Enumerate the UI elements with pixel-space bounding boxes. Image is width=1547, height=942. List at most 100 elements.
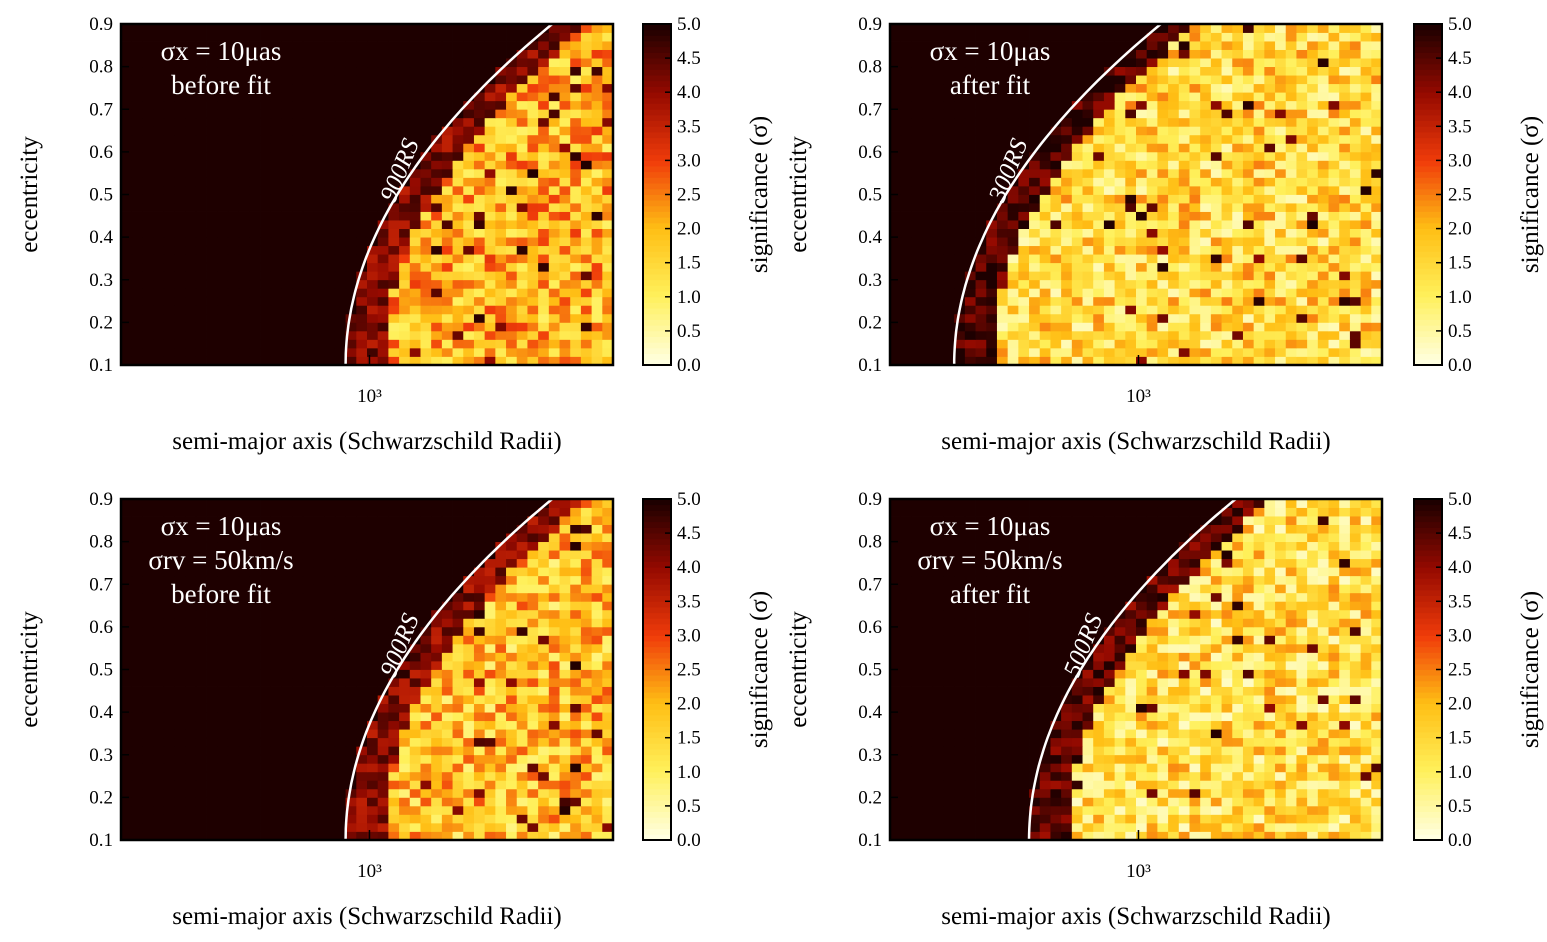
heatmap-cell — [292, 339, 304, 349]
heatmap-cell — [302, 643, 314, 653]
heatmap-cell — [131, 254, 143, 264]
heatmap-cell — [1349, 220, 1362, 229]
heatmap-cell — [1307, 24, 1319, 33]
heatmap-cell — [473, 279, 486, 289]
heatmap-cell — [1114, 305, 1126, 315]
heatmap-cell — [527, 347, 539, 357]
heatmap-cell — [185, 780, 197, 790]
heatmap-cell — [195, 831, 207, 841]
heatmap-cell — [388, 797, 400, 807]
heatmap-cell — [1136, 24, 1148, 33]
heatmap-cell — [1178, 228, 1190, 238]
heatmap-cell — [473, 296, 486, 306]
heatmap-cell — [548, 194, 560, 204]
heatmap-cell — [206, 771, 218, 781]
heatmap-cell — [217, 660, 229, 670]
heatmap-cell — [452, 83, 464, 93]
heatmap-cell — [986, 356, 998, 366]
heatmap-cell — [473, 635, 486, 645]
heatmap-cell — [516, 712, 528, 722]
heatmap-cell — [954, 339, 966, 349]
heatmap-cell — [890, 237, 902, 247]
heatmap-cell — [1039, 143, 1051, 153]
heatmap-cell — [1296, 194, 1308, 204]
heatmap-cell — [1146, 75, 1158, 85]
heatmap-cell — [185, 143, 197, 153]
heatmap-cell — [302, 271, 314, 281]
heatmap-cell — [153, 279, 165, 289]
heatmap-cell — [495, 720, 507, 730]
heatmap-cell — [420, 92, 432, 102]
heatmap-cell — [463, 271, 475, 281]
heatmap-cell — [1071, 220, 1083, 229]
heatmap-cell — [238, 729, 250, 739]
heatmap-cell — [570, 652, 582, 662]
heatmap-cell — [281, 313, 293, 323]
heatmap-cell — [121, 279, 133, 289]
heatmap-cell — [473, 24, 486, 33]
heatmap-cell — [1210, 356, 1222, 366]
heatmap-cell — [580, 746, 593, 756]
heatmap-cell — [580, 211, 593, 221]
heatmap-cell — [142, 271, 154, 281]
heatmap-cell — [1264, 245, 1276, 255]
heatmap-cell — [1264, 339, 1276, 349]
heatmap-cell — [388, 58, 400, 68]
heatmap-cell — [1007, 322, 1019, 332]
heatmap-cell — [1061, 262, 1073, 272]
heatmap-cell — [324, 660, 336, 670]
heatmap-cell — [1349, 262, 1362, 272]
heatmap-cell — [420, 151, 432, 161]
heatmap-cell — [911, 24, 923, 33]
heatmap-cell — [206, 151, 218, 161]
heatmap-cell — [516, 134, 528, 144]
heatmap-cell — [324, 254, 336, 264]
heatmap-cell — [163, 288, 175, 298]
heatmap-cell — [1007, 228, 1019, 238]
heatmap-cell — [1210, 228, 1222, 238]
heatmap-cell — [1371, 305, 1383, 315]
heatmap-cell — [591, 313, 603, 323]
heatmap-cell — [1264, 83, 1276, 93]
heatmap-cell — [1157, 66, 1169, 76]
heatmap-cell — [409, 211, 421, 221]
heatmap-cell — [506, 228, 518, 238]
heatmap-cell — [591, 151, 603, 161]
heatmap-cell — [527, 737, 539, 747]
heatmap-cell — [260, 305, 272, 315]
heatmap-cell — [420, 805, 432, 815]
heatmap-cell — [1007, 211, 1019, 221]
heatmap-cell — [1371, 92, 1383, 102]
heatmap-cell — [249, 58, 261, 68]
heatmap-cell — [249, 686, 261, 696]
heatmap-cell — [900, 220, 912, 229]
heatmap-cell — [975, 100, 987, 110]
colorbar-segment — [1414, 109, 1442, 116]
heatmap-cell — [227, 41, 240, 50]
heatmap-cell — [986, 185, 998, 195]
heatmap-cell — [495, 356, 507, 366]
heatmap-cell — [302, 296, 314, 306]
heatmap-cell — [463, 66, 475, 76]
heatmap-cell — [954, 185, 966, 195]
heatmap-cell — [270, 296, 282, 306]
heatmap-cell — [452, 678, 464, 687]
heatmap-cell — [1275, 177, 1287, 187]
heatmap-cell — [142, 347, 154, 357]
heatmap-cell — [1264, 177, 1276, 187]
heatmap-cell — [996, 322, 1009, 332]
heatmap-cell — [431, 211, 443, 221]
colorbar-segment — [643, 274, 671, 281]
heatmap-cell — [538, 712, 550, 722]
heatmap-cell — [506, 643, 518, 653]
heatmap-cell — [943, 49, 955, 59]
heatmap-cell — [986, 211, 998, 221]
heatmap-cell — [996, 330, 1009, 340]
heatmap-cell — [452, 686, 464, 696]
heatmap-cell — [1371, 143, 1383, 153]
heatmap-cell — [153, 669, 165, 679]
heatmap-cell — [1093, 305, 1105, 315]
heatmap-cell — [227, 254, 240, 264]
heatmap-cell — [163, 686, 175, 696]
heatmap-cell — [890, 305, 902, 315]
